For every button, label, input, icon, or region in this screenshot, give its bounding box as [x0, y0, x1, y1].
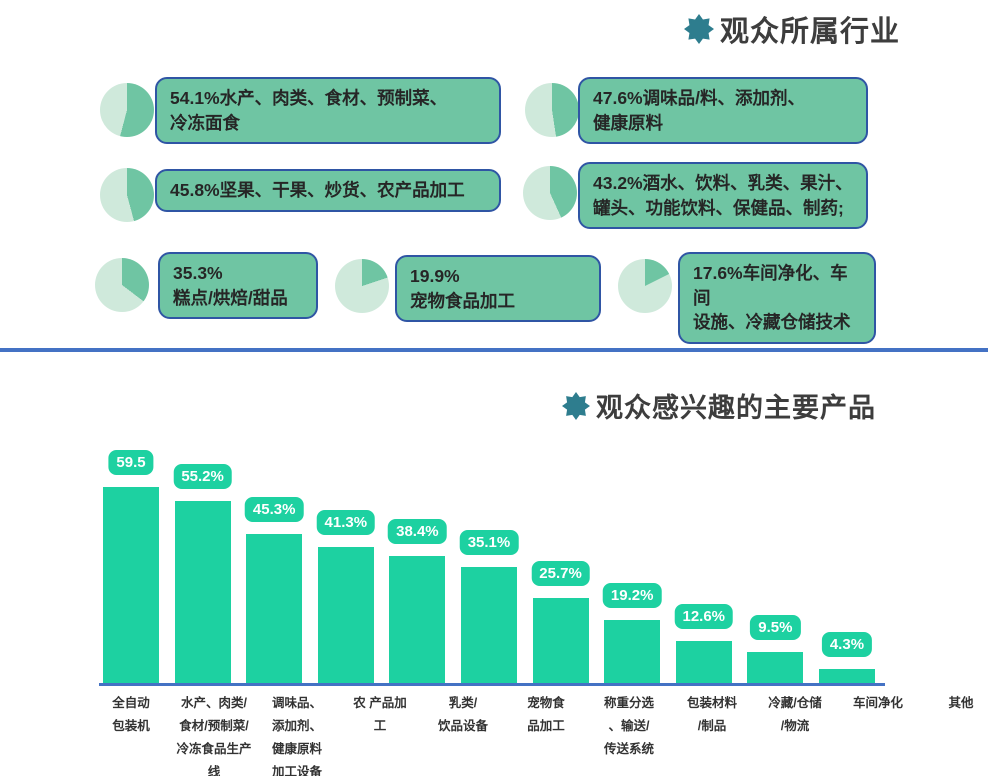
x-axis-line — [99, 683, 885, 686]
industry-stat-box: 43.2%酒水、饮料、乳类、果汁、 罐头、功能饮料、保健品、制药; — [578, 162, 868, 229]
bar-value-chip: 55.2% — [173, 464, 232, 489]
category-cell: 称重分选 、输送/ 传送系统 — [601, 692, 684, 776]
bar-value-chip: 19.2% — [602, 583, 662, 608]
bar-column: 41.3% — [316, 440, 376, 683]
industry-stat-box: 54.1%水产、肉类、食材、预制菜、 冷冻面食 — [155, 77, 501, 144]
bar-column: 4.3% — [818, 440, 875, 683]
bar-category-labels: 全自动 包装机 水产、肉类/ 食材/预制菜/ 冷冻食品生产 线 调味品、 添加剂… — [103, 692, 973, 776]
bar — [818, 669, 875, 683]
category-cell: 宠物食 品加工 — [518, 692, 601, 776]
bar-category-label: 包装材料 /制品 — [686, 696, 737, 734]
section-divider-line — [0, 348, 988, 352]
bar-category-label: 车间净化 — [852, 696, 903, 710]
pie-chart-icon — [523, 166, 577, 220]
products-section-title: 观众感兴趣的主要产品 — [562, 386, 876, 425]
bar-column: 38.4% — [388, 440, 447, 683]
bar-column: 45.3% — [244, 440, 304, 683]
bar-category-label: 农 产品加 工 — [353, 696, 407, 734]
pie-chart-icon — [100, 83, 154, 137]
bar-column: 12.6% — [674, 440, 734, 683]
category-cell: 农 产品加 工 — [352, 692, 435, 776]
bar — [174, 501, 231, 683]
bar — [103, 487, 159, 683]
pie-chart-icon — [525, 83, 579, 137]
bar-category-label: 乳类/ 饮品设备 — [437, 696, 488, 734]
bar — [389, 556, 446, 683]
star-burst-icon — [684, 14, 714, 44]
pie-chart-icon — [100, 168, 154, 222]
bar-category-label: 调味品、 添加剂、 健康原料 加工设备 — [271, 696, 322, 776]
section-title-text: 观众感兴趣的主要产品 — [596, 393, 876, 423]
bar-column: 19.2% — [602, 440, 662, 683]
bar — [675, 641, 732, 683]
bar — [246, 534, 303, 683]
bar — [532, 598, 589, 683]
bar-column: 25.7% — [531, 440, 590, 683]
bar-category-label: 冷藏/仓储 /物流 — [768, 696, 822, 734]
category-cell: 调味品、 添加剂、 健康原料 加工设备 — [269, 692, 352, 776]
bar-value-chip: 45.3% — [244, 497, 304, 522]
bar-category-label: 其他 — [948, 696, 974, 710]
pie-chart-icon — [335, 259, 389, 313]
bar-value-chip: 35.1% — [459, 530, 519, 555]
category-cell: 冷藏/仓储 /物流 — [767, 692, 850, 776]
bar-value-chip: 4.3% — [821, 632, 873, 657]
industry-stat-box: 45.8%坚果、干果、炒货、农产品加工 — [155, 169, 501, 212]
bar-column: 59.5 — [103, 440, 159, 683]
bar-value-chip: 25.7% — [531, 561, 590, 586]
bar-value-chip: 9.5% — [750, 615, 801, 640]
pie-chart-icon — [618, 259, 672, 313]
bar-value-chip: 38.4% — [388, 519, 447, 544]
bar-value-chip: 41.3% — [316, 510, 376, 535]
industry-stat-box: 17.6%车间净化、车间 设施、冷藏仓储技术 — [678, 252, 876, 344]
category-cell: 其他 — [933, 692, 988, 776]
bar-value-chip: 12.6% — [674, 604, 734, 629]
bar-category-label: 宠物食 品加工 — [527, 696, 565, 734]
category-cell: 乳类/ 饮品设备 — [435, 692, 518, 776]
star-burst-icon — [562, 391, 590, 420]
bar-category-label: 水产、肉类/ 食材/预制菜/ 冷冻食品生产 线 — [176, 696, 252, 776]
bar-column: 9.5% — [747, 440, 804, 683]
industry-stat-box: 47.6%调味品/料、添加剂、 健康原料 — [578, 77, 868, 144]
pie-chart-icon — [95, 258, 149, 312]
category-cell: 全自动 包装机 — [103, 692, 186, 776]
bar-column: 55.2% — [173, 440, 232, 683]
bar-column: 35.1% — [459, 440, 519, 683]
section-title-text: 观众所属行业 — [720, 16, 901, 48]
category-cell: 水产、肉类/ 食材/预制菜/ 冷冻食品生产 线 — [176, 692, 269, 776]
bar-value-chip: 59.5 — [108, 450, 154, 475]
bar-category-label: 全自动 包装机 — [112, 696, 150, 734]
bar — [747, 652, 804, 683]
industry-stat-box: 19.9% 宠物食品加工 — [395, 255, 601, 322]
bar-chart-plot: 59.5 55.2% 45.3% 41.3% 38.4% 35.1% 25.7%… — [103, 440, 875, 683]
category-cell: 包装材料 /制品 — [684, 692, 767, 776]
industry-stat-box: 35.3% 糕点/烘焙/甜品 — [158, 252, 318, 319]
category-cell: 车间净化 — [850, 692, 933, 776]
bar-category-label: 称重分选 、输送/ 传送系统 — [603, 696, 654, 757]
bar — [604, 620, 661, 683]
bar — [317, 547, 374, 683]
bar — [460, 567, 517, 683]
industries-section-title: 观众所属行业 — [684, 8, 900, 50]
